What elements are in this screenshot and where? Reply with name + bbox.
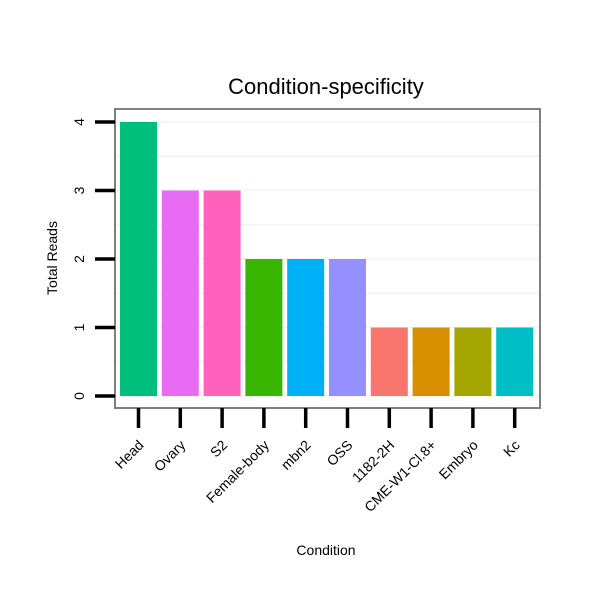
x-tick-label: Embryo xyxy=(436,437,482,483)
bars xyxy=(120,122,534,396)
x-tick-label: Head xyxy=(112,437,147,472)
bar-ovary xyxy=(161,190,199,396)
x-tick-label: Ovary xyxy=(151,437,189,475)
bar-mbn2 xyxy=(287,259,325,396)
bar-1182-2h xyxy=(370,327,408,396)
y-tick-label: 0 xyxy=(71,392,87,400)
x-tick-label: CME-W1-Cl.8+ xyxy=(361,437,439,515)
x-tick-label: Kc xyxy=(500,437,523,460)
y-tick-label: 2 xyxy=(71,255,87,263)
y-axis-title: Total Reads xyxy=(44,221,60,295)
bar-oss xyxy=(329,259,366,396)
y-tick-label: 1 xyxy=(71,323,87,331)
y-tick-label: 4 xyxy=(71,118,87,126)
x-tick-label: mbn2 xyxy=(278,437,314,473)
x-tick-label: OSS xyxy=(323,437,355,469)
chart-title: Condition-specificity xyxy=(228,74,424,99)
y-tick-label: 3 xyxy=(71,186,87,194)
y-axis: 0 1 2 3 4 xyxy=(71,118,115,400)
bar-cme-w1-cl-8- xyxy=(412,327,450,396)
x-tick-label: S2 xyxy=(207,437,231,461)
bar-embryo xyxy=(454,327,492,396)
bar-s2 xyxy=(203,190,241,396)
bar-kc xyxy=(496,327,534,396)
x-axis-title: Condition xyxy=(296,542,355,558)
bar-head xyxy=(120,122,157,396)
bar-female-body xyxy=(245,259,283,396)
